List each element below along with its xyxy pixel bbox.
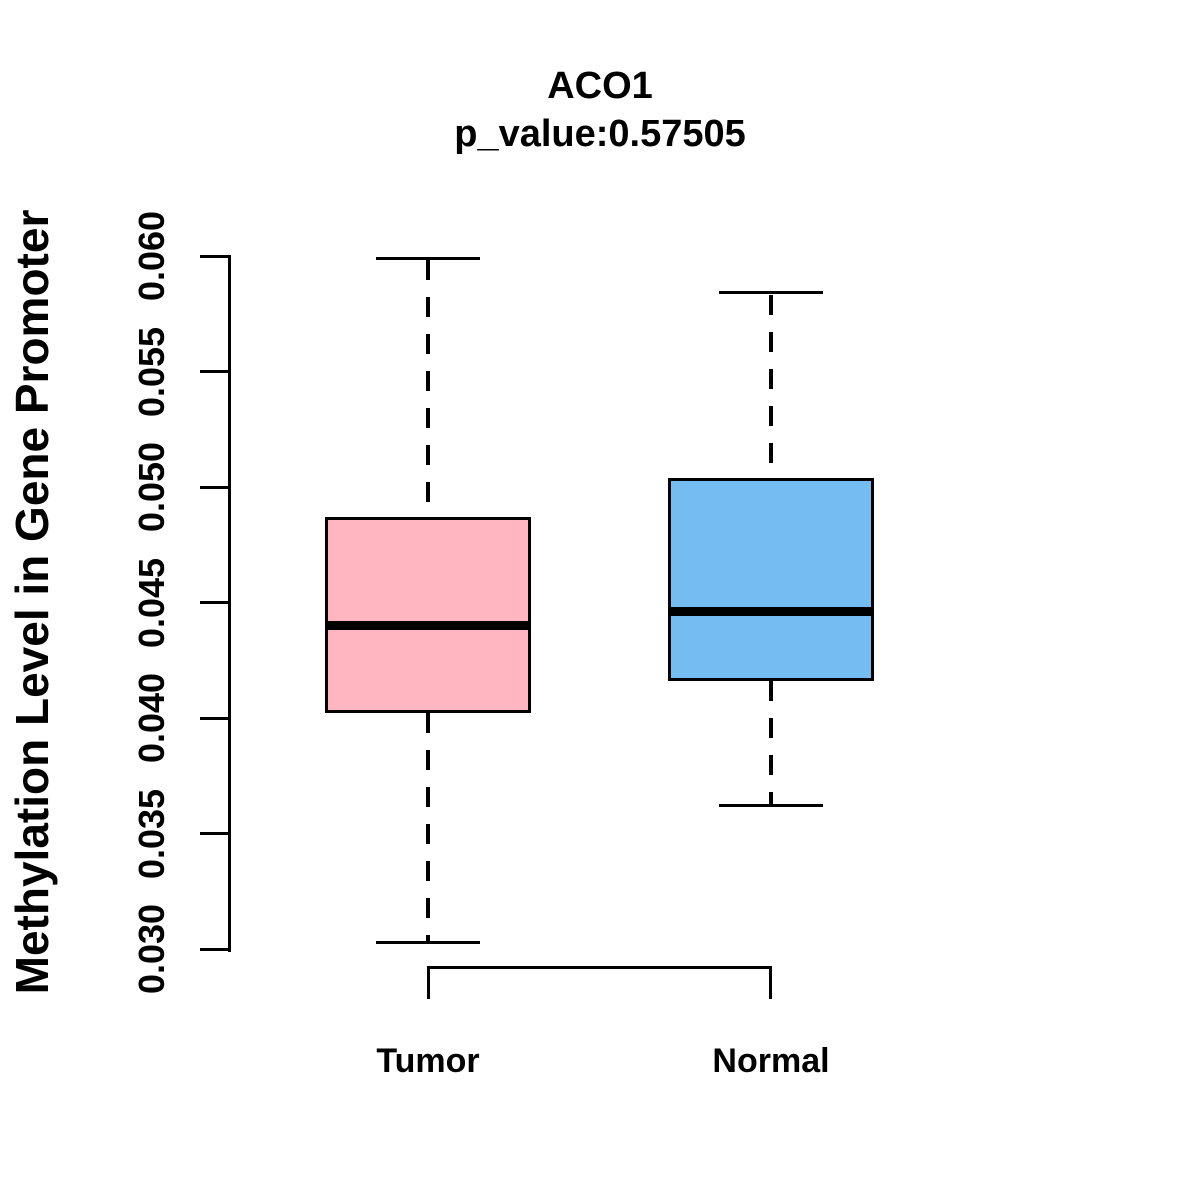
normal-upper-whisker: [769, 294, 773, 478]
y-tick-label: 0.035: [131, 788, 172, 879]
y-axis-tick: [200, 832, 230, 835]
x-label-normal: Normal: [712, 1042, 830, 1080]
y-axis-tick: [200, 485, 230, 489]
tumor-upper-whisker-cap: [376, 256, 480, 260]
chart-subtitle: p_value:0.57505: [454, 113, 746, 155]
y-tick-label: 0.040: [131, 672, 172, 764]
normal-median-line: [668, 607, 874, 617]
normal-upper-whisker-cap: [719, 291, 823, 295]
y-tick-label: 0.060: [131, 210, 172, 302]
y-axis-tick: [200, 370, 230, 373]
y-tick-label: 0.050: [131, 441, 172, 533]
tumor-median-line: [325, 621, 531, 631]
tumor-lower-whisker-cap: [376, 940, 480, 944]
y-axis-tick: [200, 601, 230, 604]
normal-box: [668, 477, 874, 682]
comparison-bracket: [427, 966, 772, 999]
y-axis-label: Methylation Level in Gene Promoter: [6, 209, 58, 995]
y-axis-tick: [200, 254, 230, 258]
y-axis-tick: [200, 716, 230, 720]
normal-lower-whisker: [769, 681, 773, 805]
x-label-tumor: Tumor: [376, 1042, 480, 1080]
y-tick-label: 0.055: [131, 326, 172, 417]
y-tick-label: 0.030: [131, 903, 172, 995]
chart-title: ACO1: [547, 65, 653, 107]
y-axis-tick: [200, 947, 230, 951]
normal-lower-whisker-cap: [719, 804, 823, 808]
tumor-upper-whisker: [426, 260, 430, 518]
tumor-lower-whisker: [426, 713, 430, 942]
chart-title-block: ACO1 p_value:0.57505: [230, 62, 970, 158]
y-tick-label: 0.045: [131, 557, 172, 648]
tumor-box: [325, 517, 531, 714]
